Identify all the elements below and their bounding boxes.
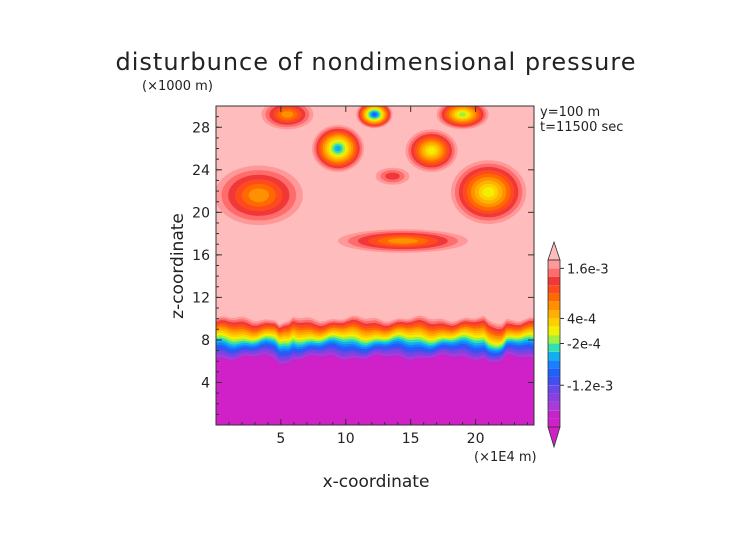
blob-mid-cell (312, 125, 364, 172)
blob-top-left (261, 106, 314, 130)
blob-right-cell (405, 129, 458, 172)
x-axis-label: x-coordinate (323, 472, 430, 492)
colorbar-min-arrow (547, 426, 561, 449)
colorbar-swatch (548, 393, 560, 402)
blob-center-top (375, 167, 410, 185)
contour-level (387, 238, 418, 244)
contour-level (372, 113, 377, 116)
x-unit-label: (×1E4 m) (474, 450, 537, 465)
colorbar-label: -1.2e-3 (567, 379, 613, 394)
blob-upper-left (216, 165, 303, 226)
z-unit-label: (×1000 m) (142, 79, 213, 94)
y-tick-label: 8 (201, 333, 210, 349)
contour-level (427, 147, 436, 155)
chart-title: disturbunce of nondimensional pressure (116, 48, 637, 76)
y-tick-label: 24 (192, 163, 210, 179)
colorbar-swatch (548, 410, 560, 419)
blob-upper-right (451, 160, 527, 225)
plot-area (216, 106, 534, 425)
boundary-band (216, 356, 534, 425)
colorbar-swatch (548, 351, 560, 361)
y-tick-label: 12 (192, 290, 210, 306)
colorbar-swatch (548, 310, 560, 319)
colorbar-swatch (548, 285, 560, 294)
contour-level (248, 188, 269, 203)
colorbar-swatch (548, 343, 560, 352)
colorbar-swatch (548, 268, 560, 277)
info-y-label: y=100 m (540, 105, 600, 120)
y-tick-label: 16 (192, 248, 210, 264)
colorbar-swatch (548, 301, 560, 311)
contour-level (482, 187, 495, 198)
boundary-layer-contours (216, 315, 534, 425)
y-axis: 4 8 12 16 20 24 28 (192, 116, 534, 415)
contour-level (458, 112, 467, 117)
contour-level (334, 145, 342, 152)
contour-level (385, 172, 400, 180)
colorbar-swatch (548, 260, 560, 269)
x-tick-label: 15 (402, 431, 420, 447)
colorbar-max-arrow (547, 240, 561, 261)
contour-level (281, 111, 294, 118)
x-axis: 5 10 15 20 (228, 106, 529, 447)
colorbar-swatch (548, 276, 560, 285)
colorbar-swatch (548, 368, 560, 377)
colorbar-swatch (548, 293, 560, 302)
colorbar-swatch (548, 376, 560, 386)
pressure-cell-contours (216, 106, 527, 253)
y-axis-label: z-coordinate (168, 213, 188, 319)
x-tick-label: 10 (337, 431, 355, 447)
colorbar-swatch (548, 360, 560, 369)
colorbar-swatch (548, 335, 560, 344)
info-t-label: t=11500 sec (540, 120, 623, 135)
y-tick-label: 20 (192, 205, 210, 221)
x-tick-label: 5 (276, 431, 285, 447)
colorbar-swatch (548, 385, 560, 394)
blob-center-band (338, 229, 468, 253)
colorbar-label: 4e-4 (567, 312, 596, 327)
colorbar: 1.6e-3 4e-4 -2e-4 -1.2e-3 (547, 240, 613, 449)
colorbar-swatch (548, 418, 560, 427)
blob-top-center (356, 106, 393, 129)
colorbar-label: -2e-4 (567, 338, 601, 353)
colorbar-swatch (548, 326, 560, 336)
colorbar-swatch (548, 318, 560, 327)
y-tick-label: 4 (201, 375, 210, 391)
blob-top-right (436, 106, 489, 130)
x-tick-label: 20 (467, 431, 485, 447)
y-tick-label: 28 (192, 120, 210, 136)
colorbar-swatch (548, 401, 560, 411)
colorbar-label: 1.6e-3 (567, 262, 609, 277)
